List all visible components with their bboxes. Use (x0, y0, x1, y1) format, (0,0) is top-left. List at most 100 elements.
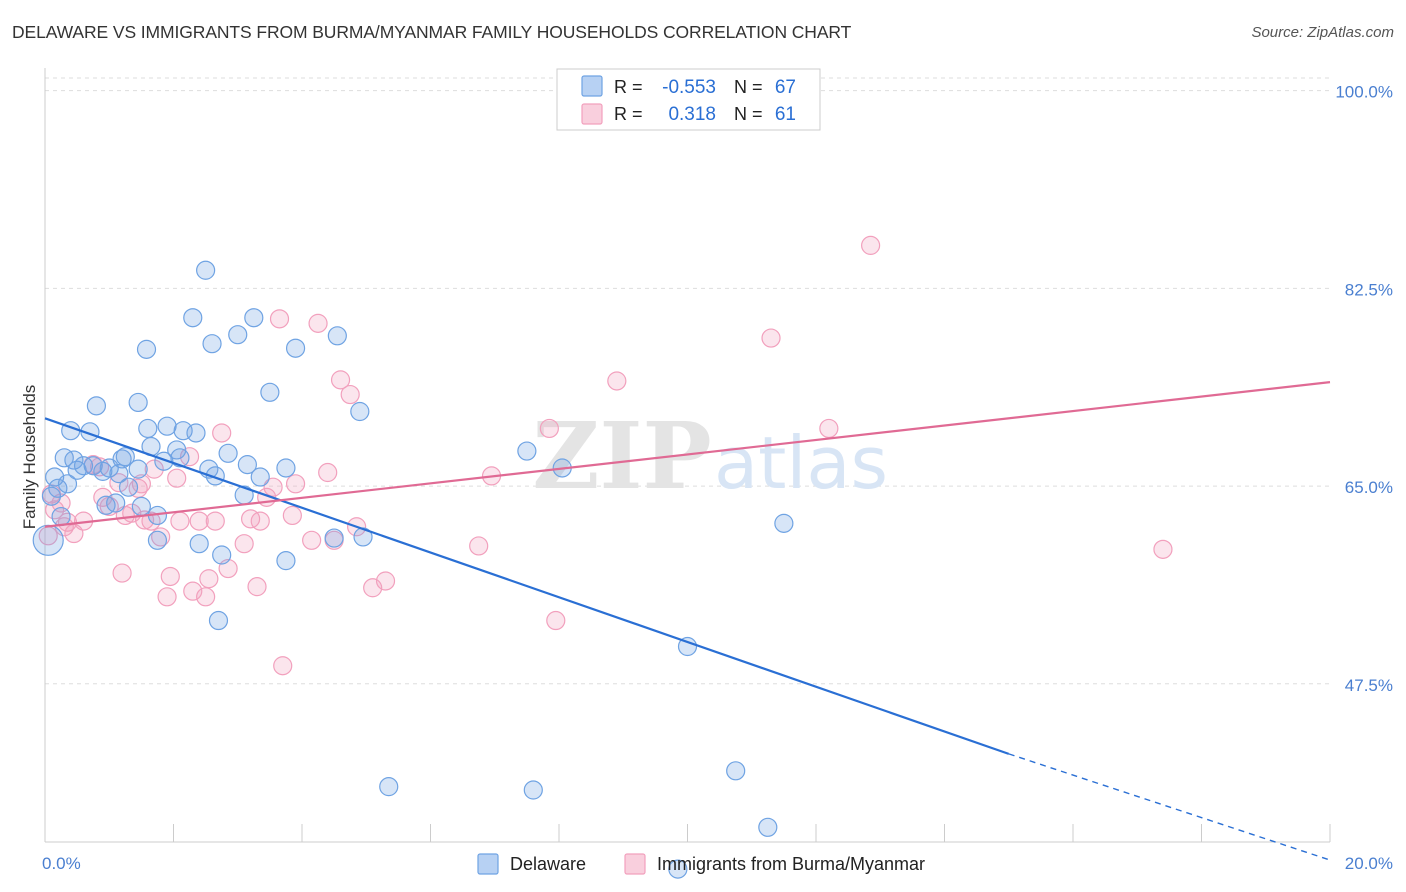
burma-point (282, 505, 302, 526)
burma-point (250, 511, 270, 531)
burma-point (234, 534, 254, 554)
legend-label-delaware[interactable]: Delaware (510, 854, 586, 874)
burma-point (189, 511, 209, 531)
legend-label-burma[interactable]: Immigrants from Burma/Myanmar (657, 854, 925, 874)
watermark-zip: ZIP (532, 402, 711, 510)
burma-point (196, 587, 216, 607)
watermark-atlas: atlas (714, 421, 888, 505)
delaware-point (276, 551, 296, 571)
stats-r-label-burma: R = (614, 104, 643, 124)
delaware-point (51, 506, 71, 527)
watermark: ZIP atlas (532, 402, 888, 510)
delaware-point (147, 530, 168, 550)
delaware-trend-extension (1008, 753, 1331, 861)
burma-point (157, 587, 177, 607)
delaware-point (205, 466, 225, 486)
delaware-point (208, 610, 229, 631)
legend-swatch-delaware[interactable] (477, 853, 499, 875)
stats-r-label-delaware: R = (614, 77, 643, 97)
y-tick-label: 100.0% (1335, 83, 1393, 102)
tick-labels: 100.0% 82.5% 65.0% 47.5% 0.0% 20.0% (42, 83, 1393, 873)
burma-point (318, 462, 338, 483)
delaware-point (73, 456, 94, 476)
stats-swatch-delaware (581, 75, 603, 97)
delaware-point (83, 456, 103, 476)
burma-point (340, 384, 360, 405)
burma-point (308, 313, 328, 333)
delaware-point (218, 443, 238, 463)
burma-point (160, 566, 180, 587)
burma-point (539, 418, 559, 439)
chart-title: DELAWARE VS IMMIGRANTS FROM BURMA/MYANMA… (12, 22, 852, 42)
burma-point (469, 536, 489, 556)
delaware-point (726, 761, 746, 781)
burma-point (112, 563, 132, 583)
burma-point (273, 656, 293, 676)
burma-trend-line (44, 381, 1331, 528)
delaware-point (202, 334, 222, 354)
burma-point (761, 328, 781, 348)
burma-point (212, 423, 232, 443)
delaware-point (183, 308, 203, 328)
burma-point (263, 477, 283, 497)
delaware-point (106, 493, 126, 513)
delaware-point (32, 524, 64, 556)
burma-point (269, 309, 290, 329)
delaware-point (523, 780, 543, 800)
delaware-point (86, 396, 107, 416)
burma-point (170, 511, 190, 531)
delaware-point (276, 458, 296, 478)
delaware-point (517, 441, 537, 461)
delaware-point (136, 339, 157, 359)
legend-swatch-burma[interactable] (624, 853, 646, 875)
delaware-point (138, 418, 158, 439)
burma-point (199, 569, 219, 589)
delaware-point (774, 513, 794, 533)
stats-legend: R = -0.553 N = 67 R = 0.318 N = 61 (556, 68, 821, 131)
delaware-point (237, 455, 257, 475)
delaware-point (668, 859, 688, 879)
burma-point (375, 571, 396, 591)
x-tick-label: 20.0% (1345, 854, 1393, 873)
gridlines (45, 77, 1330, 685)
burma-point (247, 577, 267, 597)
trend-lines (44, 381, 1331, 861)
delaware-point (48, 478, 68, 498)
burma-point (607, 371, 627, 391)
bottom-legend: Delaware Immigrants from Burma/Myanmar (477, 853, 925, 875)
stats-n-value-delaware: 67 (775, 77, 796, 98)
y-tick-label: 65.0% (1345, 478, 1393, 497)
burma-point (546, 610, 566, 631)
delaware-point (350, 401, 370, 422)
delaware-point (170, 448, 190, 468)
delaware-point (118, 477, 139, 497)
burma-point (51, 493, 71, 513)
stats-r-value-delaware: -0.553 (662, 77, 716, 98)
burma-point (1153, 539, 1173, 559)
stats-n-label-burma: N = (734, 104, 763, 124)
delaware-point (186, 423, 206, 443)
delaware-point (212, 545, 232, 565)
delaware-point (154, 451, 174, 471)
stats-swatch-burma (581, 103, 603, 125)
delaware-point (112, 449, 132, 469)
delaware-point (379, 777, 399, 797)
stats-r-value-burma: 0.318 (668, 104, 716, 125)
burma-point (167, 468, 187, 488)
delaware-point (285, 338, 306, 358)
delaware-point (128, 392, 148, 413)
delaware-point (196, 260, 216, 280)
delaware-point (41, 486, 62, 506)
delaware-point (244, 308, 264, 328)
delaware-point (157, 416, 177, 436)
burma-point (151, 527, 171, 547)
delaware-trend-line (44, 417, 1010, 755)
delaware-point (189, 534, 209, 554)
delaware-point (677, 636, 698, 657)
burma-point (302, 530, 322, 550)
y-tick-label: 82.5% (1345, 280, 1393, 299)
y-tick-label: 47.5% (1345, 676, 1393, 695)
delaware-point (324, 528, 344, 548)
delaware-point (109, 464, 129, 484)
